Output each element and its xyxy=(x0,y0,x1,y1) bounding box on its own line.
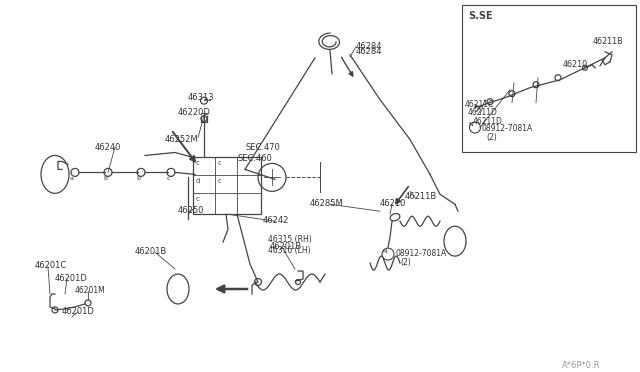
Text: b: b xyxy=(136,176,140,182)
Text: 46210: 46210 xyxy=(380,199,406,208)
Text: c: c xyxy=(218,179,222,185)
Text: 46252M: 46252M xyxy=(165,135,198,144)
Text: c: c xyxy=(196,196,200,202)
Text: (2): (2) xyxy=(400,258,411,267)
Text: 46242: 46242 xyxy=(263,216,289,225)
Text: 46201B: 46201B xyxy=(135,247,167,256)
Text: c: c xyxy=(218,160,222,166)
Bar xyxy=(462,5,636,153)
Text: A*6P*0.R: A*6P*0.R xyxy=(562,361,600,370)
Text: 46240: 46240 xyxy=(95,142,122,151)
Text: 46285M: 46285M xyxy=(310,199,344,208)
Text: c: c xyxy=(196,160,200,166)
Text: N: N xyxy=(468,122,474,127)
Text: 46315 (RH): 46315 (RH) xyxy=(268,235,312,244)
Text: 46211D: 46211D xyxy=(468,108,498,117)
Text: 08912-7081A: 08912-7081A xyxy=(396,249,447,258)
Text: 46211B: 46211B xyxy=(405,192,437,201)
Text: 46220D: 46220D xyxy=(178,108,211,117)
Text: 46316 (LH): 46316 (LH) xyxy=(268,246,310,255)
Text: 46313: 46313 xyxy=(188,93,214,102)
Text: 46201D: 46201D xyxy=(55,274,88,283)
Text: N: N xyxy=(383,248,387,254)
Text: b: b xyxy=(103,176,107,182)
Text: 46210: 46210 xyxy=(563,60,588,69)
Text: SEC.460: SEC.460 xyxy=(237,154,272,163)
Text: 46211B: 46211B xyxy=(593,37,623,46)
Text: 46250: 46250 xyxy=(178,206,204,215)
Text: 46284: 46284 xyxy=(356,42,383,51)
Text: 46211C: 46211C xyxy=(465,100,494,109)
Text: 46284: 46284 xyxy=(356,47,383,56)
Text: 46201B: 46201B xyxy=(270,242,302,251)
Text: 46201C: 46201C xyxy=(35,261,67,270)
Text: 46201M: 46201M xyxy=(75,286,106,295)
Text: SEC.470: SEC.470 xyxy=(245,142,280,151)
Text: d: d xyxy=(196,179,200,185)
Text: S.SE: S.SE xyxy=(468,11,493,21)
Text: a: a xyxy=(70,176,74,182)
Text: 46201D: 46201D xyxy=(62,307,95,316)
Text: (2): (2) xyxy=(486,132,497,141)
Text: 46211D: 46211D xyxy=(473,116,503,126)
Text: c: c xyxy=(166,176,170,182)
Text: 08912-7081A: 08912-7081A xyxy=(482,124,533,132)
Bar xyxy=(193,157,261,214)
